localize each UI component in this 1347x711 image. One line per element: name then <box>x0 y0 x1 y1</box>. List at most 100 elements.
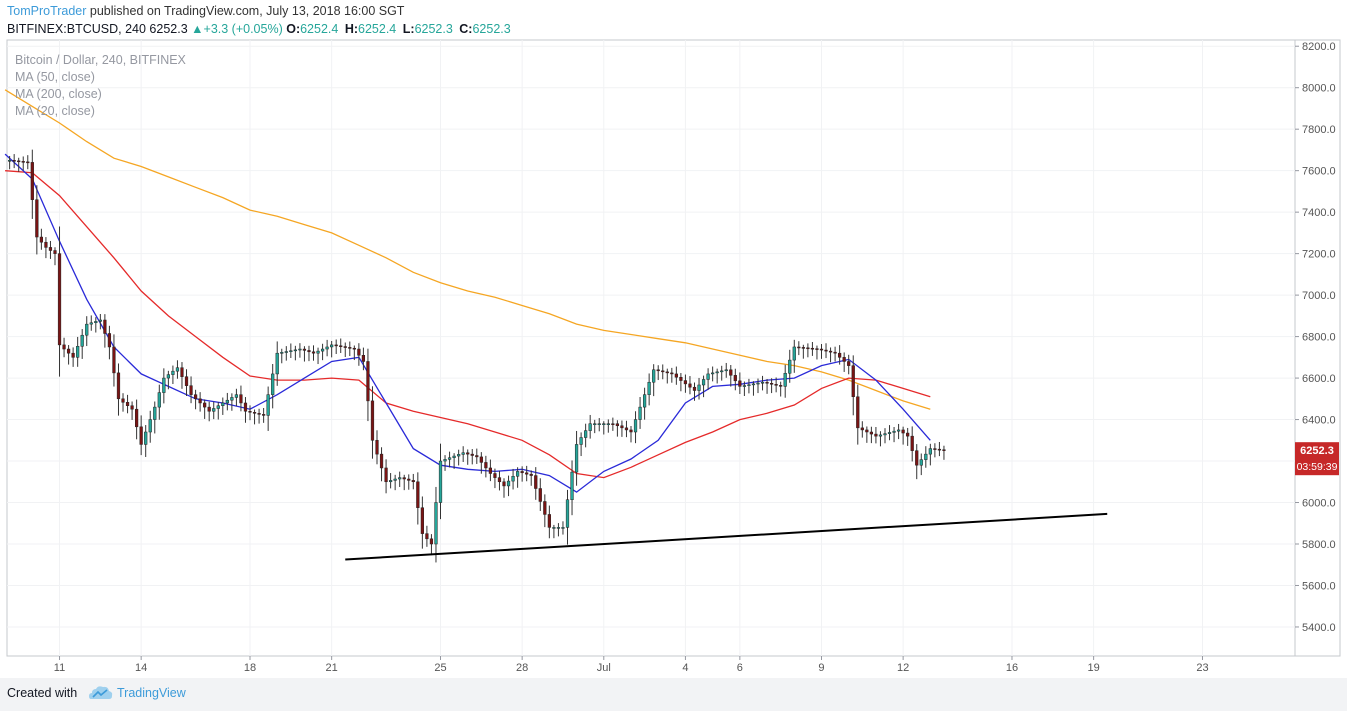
candle-body <box>701 379 706 386</box>
trendline[interactable] <box>345 512 1108 561</box>
symbol-name: BITFINEX:BTCUSD, 240 <box>7 22 146 36</box>
y-tick-label: 7800.0 <box>1302 124 1336 136</box>
candle-body <box>842 357 846 362</box>
candle-body <box>547 514 551 528</box>
candle-body <box>733 375 737 382</box>
candle-body <box>461 452 465 455</box>
publish-info: TomProTrader published on TradingView.co… <box>7 4 404 18</box>
candle-body <box>66 348 71 354</box>
candle-body <box>869 431 873 435</box>
candle-body <box>76 346 80 358</box>
candle-body <box>670 372 674 375</box>
symbol-info: BITFINEX:BTCUSD, 240 6252.3 ▲+3.3 (+0.05… <box>7 22 514 36</box>
candle-body <box>783 372 787 387</box>
candle-body <box>892 430 896 433</box>
candle-body <box>561 527 565 529</box>
candle-body <box>688 383 692 388</box>
candle-body <box>910 435 914 451</box>
candle-body <box>207 406 211 412</box>
x-tick-label: 11 <box>54 662 65 674</box>
candle-body <box>488 467 493 474</box>
candle-body <box>26 161 30 164</box>
candle-body <box>779 385 783 387</box>
candle-body <box>915 450 919 466</box>
candle-body <box>611 423 615 425</box>
price-chart[interactable]: 8200.0 8000.0 7800.0 7600.0 7400.0 7200.0 7000… <box>0 0 1347 678</box>
candle-body <box>747 384 751 386</box>
candle-body <box>652 369 656 383</box>
x-tick-labels: 11 14 18 21 25 28 Jul 4 6 9 12 16 19 23 <box>54 656 1209 674</box>
candle-body <box>234 394 239 398</box>
candle-body <box>851 365 855 397</box>
candle-body <box>593 423 597 425</box>
price-tag-box <box>1295 442 1339 476</box>
price-axis[interactable] <box>1294 39 1341 657</box>
candle-body <box>906 432 910 437</box>
candle-body <box>765 381 769 384</box>
candle-body <box>738 380 742 387</box>
legend-ma20: MA (20, close) <box>15 104 95 118</box>
candle-body <box>502 481 506 487</box>
candle-body <box>438 460 443 503</box>
candle-body <box>175 367 180 372</box>
candle-body <box>742 385 746 387</box>
candle-body <box>271 373 275 395</box>
candle-body <box>824 349 828 352</box>
plot-frame <box>6 39 1296 657</box>
y-tick-labels: 8200.0 8000.0 7800.0 7600.0 7400.0 7200.0 7000… <box>1295 41 1336 634</box>
candle-body <box>139 426 143 445</box>
candle-body <box>293 349 297 352</box>
candle-body <box>44 241 48 248</box>
tradingview-link[interactable]: TradingView <box>117 686 186 700</box>
last-price-tag: 6252.3 <box>1300 445 1334 457</box>
candle-body <box>792 346 796 361</box>
candle-body <box>856 396 860 429</box>
candle-body <box>511 475 515 482</box>
candle-body <box>12 160 16 162</box>
y-tick-label: 7000.0 <box>1302 290 1336 302</box>
candle-body <box>121 398 125 403</box>
candle-body <box>624 427 629 431</box>
candle-body <box>361 355 366 362</box>
x-tick-label: 19 <box>1087 662 1099 674</box>
candle-body <box>538 488 542 502</box>
candle-body <box>679 376 683 381</box>
candle-body <box>266 394 270 416</box>
candle-body <box>883 433 887 436</box>
candle-body <box>89 322 93 325</box>
candle-body <box>216 405 220 409</box>
candle-body <box>470 453 474 456</box>
candle-body <box>189 385 193 395</box>
ohlc-low-label: L: <box>402 22 415 36</box>
candle-body <box>62 344 66 350</box>
bar-countdown: 03:59:39 <box>1297 461 1338 473</box>
candle-body <box>125 402 130 406</box>
chart-header: TomProTrader published on TradingView.co… <box>0 0 1347 40</box>
candle-body <box>53 250 57 254</box>
candle-body <box>407 478 411 481</box>
y-tick-label: 6600.0 <box>1302 373 1336 385</box>
last-price: 6252.3 <box>149 22 188 36</box>
candle-body <box>425 533 429 540</box>
ma200-line <box>4 89 931 410</box>
candle-body <box>389 480 393 483</box>
candle-body <box>148 419 152 433</box>
candle-body <box>416 481 420 508</box>
candle-body <box>284 351 288 353</box>
candle-body <box>665 371 669 374</box>
support-trendline[interactable] <box>345 512 1108 561</box>
y-tick-label: 7600.0 <box>1302 166 1336 178</box>
x-tick-label: 9 <box>818 662 824 674</box>
publish-text: published on TradingView.com, July 13, 2… <box>86 4 405 18</box>
candle-body <box>320 348 325 352</box>
candle-body <box>157 392 161 408</box>
y-tick-label: 5400.0 <box>1302 622 1336 634</box>
candle-body <box>221 402 225 406</box>
candle-body <box>411 480 415 483</box>
candle-body <box>525 472 529 475</box>
candle-body <box>683 380 688 385</box>
author-link[interactable]: TomProTrader <box>7 4 87 18</box>
tradingview-cloud-icon[interactable] <box>88 684 114 702</box>
candle-body <box>720 370 724 373</box>
candle-body <box>570 471 574 501</box>
